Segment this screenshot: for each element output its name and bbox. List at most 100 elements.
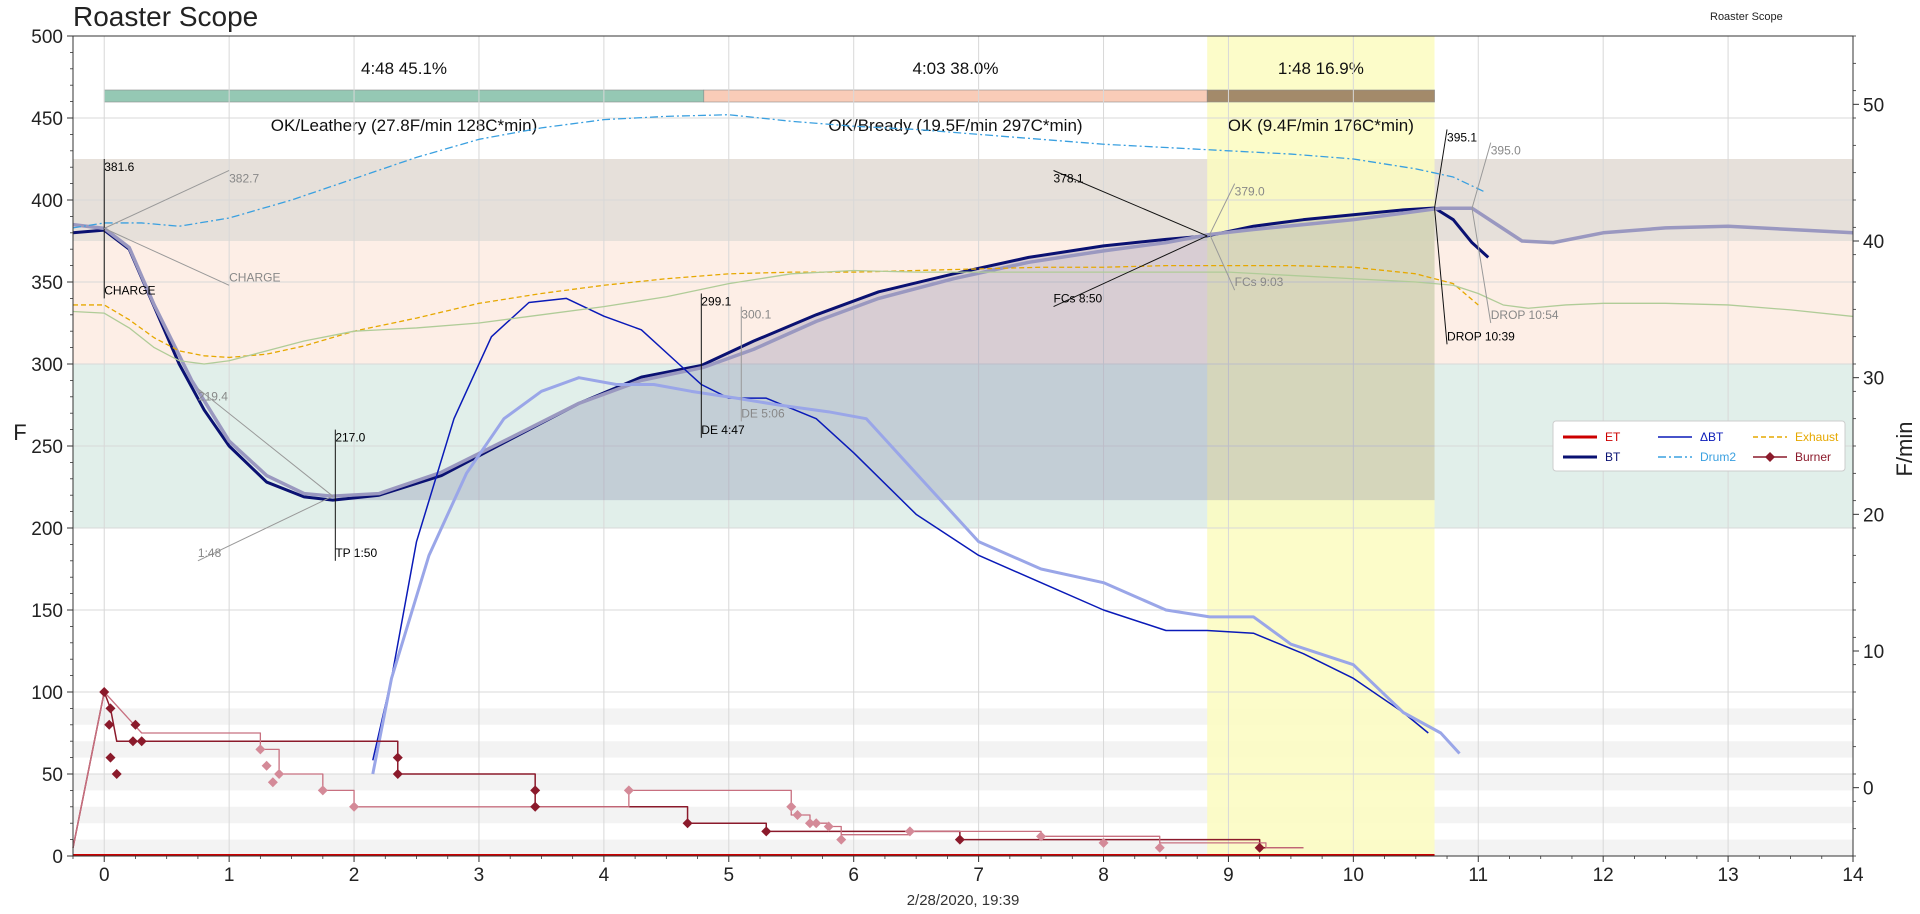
annotation-label-0: 381.6 — [104, 160, 134, 174]
phase-evaluation-2: OK (9.4F/min 176C*min) — [1228, 116, 1414, 135]
annotation-label-14: 379.0 — [1235, 185, 1265, 199]
watermark-label: Roaster Scope — [1710, 11, 1783, 23]
stripe-2 — [73, 774, 1853, 791]
legend[interactable]: ET BT ΔBT Drum2 Exhaust Burner — [1552, 420, 1846, 472]
x-tick-label-8: 8 — [1098, 865, 1109, 886]
x-tick-label-2: 2 — [349, 865, 360, 886]
phase-evaluation-0: OK/Leathery (27.8F/min 128C*min) — [271, 116, 537, 135]
burner-marker-14 — [954, 834, 965, 845]
x-tick-label-0: 0 — [99, 865, 110, 886]
y2-tick-label-3: 30 — [1863, 369, 1884, 390]
y-tick-label-4: 200 — [31, 519, 63, 540]
x-tick-label-6: 6 — [848, 865, 859, 886]
annotation-label-11: DE 5:06 — [741, 406, 785, 420]
phase-bars: 4:48 45.1% OK/Leathery (27.8F/min 128C*mi… — [103, 59, 1435, 135]
legend-marker-burner — [1765, 452, 1775, 462]
y-tick-label-0: 0 — [52, 847, 63, 868]
burner-marker-12 — [682, 818, 693, 829]
burner-bg-marker-1 — [261, 760, 272, 771]
phase-bar-2 — [1206, 89, 1435, 103]
x-tick-label-12: 12 — [1593, 865, 1614, 886]
burner-bg-marker-16 — [1154, 842, 1165, 853]
legend-label-bt: ΔBT — [1700, 430, 1724, 444]
series-exhaust — [73, 264, 1479, 359]
annotation-label-16: 395.1 — [1447, 130, 1477, 144]
phase-label-2: 1:48 16.9% — [1278, 59, 1364, 78]
annotation-label-6: 217.0 — [335, 431, 365, 445]
burner-marker-2 — [105, 703, 116, 714]
annotation-leader-16 — [1434, 129, 1448, 209]
y-tick-label-8: 400 — [31, 191, 63, 212]
annotation-leader-13 — [1053, 235, 1208, 308]
annotation-label-5: 1:48 — [198, 546, 222, 560]
burner-bg-marker-7 — [786, 801, 797, 812]
y-tick-label-6: 300 — [31, 355, 63, 376]
annotation-label-12: 378.1 — [1054, 171, 1084, 185]
x-tick-label-1: 1 — [224, 865, 235, 886]
burner-bg-marker-5 — [349, 801, 360, 812]
series-burner — [72, 691, 1304, 849]
y2-tick-label-1: 10 — [1863, 642, 1884, 663]
y-tick-label-3: 150 — [31, 601, 63, 622]
series-bt-background — [371, 376, 1461, 775]
y-tick-label-7: 350 — [31, 273, 63, 294]
x-tick-label-4: 4 — [599, 865, 610, 886]
annotation-label-17: DROP 10:39 — [1447, 329, 1515, 343]
burner-marker-1 — [104, 719, 115, 730]
burner-bg-marker-14 — [1036, 831, 1047, 842]
burner-marker-4 — [111, 769, 122, 779]
annotation-leader-18 — [1471, 142, 1492, 209]
x-tick-label-5: 5 — [724, 865, 735, 886]
x-tick-label-11: 11 — [1468, 865, 1488, 886]
burner-bg-marker-10 — [811, 818, 822, 829]
phase-label-1: 4:03 38.0% — [912, 59, 998, 78]
burner-bg-marker-6 — [623, 785, 634, 796]
burner-marker-15 — [1254, 842, 1265, 853]
annotation-leader-19 — [1471, 208, 1492, 324]
bt-area-fill — [332, 208, 1435, 501]
legend-label-et: ET — [1605, 430, 1621, 444]
burner-bg-marker-13 — [904, 826, 915, 837]
series-bt — [372, 297, 1429, 761]
chart-title: Roaster Scope — [73, 1, 258, 32]
annotation-leader-12 — [1053, 170, 1208, 237]
burner-bg-marker-11 — [823, 821, 834, 832]
phase-label-0: 4:48 45.1% — [361, 59, 447, 78]
y-tick-label-10: 500 — [31, 27, 63, 48]
annotation-label-19: DROP 10:54 — [1491, 308, 1559, 322]
y2-tick-label-0: 0 — [1863, 779, 1874, 800]
stripe-0 — [73, 708, 1853, 725]
bt-area — [332, 208, 1435, 501]
annotation-leader-17 — [1434, 207, 1448, 345]
annotation-leader-2 — [104, 170, 230, 229]
x-tick-label-7: 7 — [973, 865, 984, 886]
x-tick-label-3: 3 — [474, 865, 485, 886]
series-bt — [72, 206, 1490, 502]
annotation-leader-4 — [197, 388, 334, 497]
burner-bg-marker-4 — [317, 785, 328, 796]
legend-label-burner: Burner — [1795, 450, 1831, 464]
burner-marker-6 — [130, 719, 141, 730]
burner-bg-marker-15 — [1098, 837, 1109, 848]
x-tick-label-13: 13 — [1718, 865, 1739, 886]
legend-label-drum2: Drum2 — [1700, 450, 1736, 464]
y2-tick-label-5: 50 — [1863, 95, 1884, 116]
phase-bar-1 — [703, 89, 1208, 103]
burner-marker-3 — [105, 752, 116, 763]
stripe-1 — [73, 741, 1853, 758]
burner-markers — [73, 687, 1435, 856]
y-tick-label-9: 450 — [31, 109, 63, 130]
y-axis-label: F — [13, 420, 26, 445]
burner-marker-7 — [136, 736, 147, 747]
annotation-label-13: FCs 8:50 — [1054, 292, 1103, 306]
annotation-label-1: CHARGE — [104, 283, 155, 297]
stripe-3 — [73, 806, 1853, 824]
series-bt-background — [72, 206, 1854, 498]
annotation-label-8: 299.1 — [701, 294, 731, 308]
series — [72, 114, 1854, 849]
burner-marker-13 — [761, 826, 772, 837]
annotation-leader-5 — [197, 495, 334, 562]
event-annotations: 381.6 CHARGE 382.7 CHARGE 219.4 1:48 217.0 TP 1… — [103, 129, 1559, 562]
y2-tick-label-4: 40 — [1863, 232, 1884, 253]
